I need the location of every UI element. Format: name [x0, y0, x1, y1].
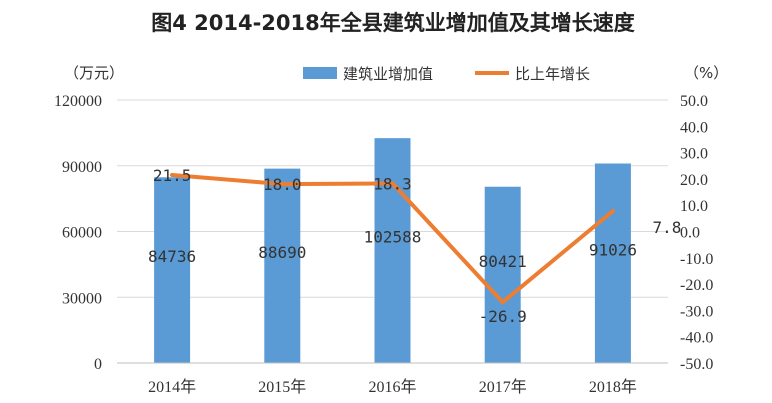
left-axis: 0 30000 60000 90000 120000 — [54, 93, 102, 373]
right-tick-label: -50.0 — [680, 356, 713, 373]
right-tick-label: 10.0 — [680, 198, 708, 215]
right-tick-label: -20.0 — [680, 277, 713, 294]
right-tick-label: -40.0 — [680, 330, 713, 347]
bar — [594, 163, 631, 363]
line-value-label: 18.0 — [263, 175, 302, 194]
right-tick-label: 20.0 — [680, 172, 708, 189]
bar — [154, 177, 191, 363]
line-value-label: -26.9 — [479, 307, 527, 326]
bar — [264, 168, 301, 363]
bar — [374, 138, 411, 363]
data-labels: 84736 88690 102588 80421 91026 21.5 18.0 18.3 -2… — [148, 166, 681, 326]
bar-value-label: 80421 — [479, 252, 527, 271]
x-tick-label: 2016年 — [368, 378, 416, 396]
right-tick-label: 40.0 — [680, 119, 708, 136]
line-point — [610, 208, 615, 213]
left-tick-label: 60000 — [62, 225, 102, 242]
bar-series — [154, 138, 631, 363]
left-tick-label: 30000 — [62, 290, 102, 307]
left-tick-label: 120000 — [54, 93, 102, 110]
right-axis-unit: （%） — [684, 64, 728, 82]
left-axis-unit: （万元） — [64, 64, 124, 82]
bar-value-label: 84736 — [148, 247, 196, 266]
line-point — [280, 182, 285, 187]
x-tick-label: 2014年 — [148, 378, 196, 396]
bar-value-label: 88690 — [258, 243, 306, 262]
line-point — [170, 172, 175, 177]
legend-line-label: 比上年增长 — [515, 65, 590, 83]
x-tick-label: 2018年 — [589, 378, 637, 396]
bar — [484, 186, 521, 363]
right-tick-label: 50.0 — [680, 93, 708, 110]
left-tick-label: 90000 — [62, 159, 102, 176]
line-value-label: 21.5 — [153, 166, 192, 185]
line-point — [500, 300, 505, 305]
right-tick-label: 30.0 — [680, 146, 708, 163]
right-tick-label: -30.0 — [680, 303, 713, 320]
line-value-label: 7.8 — [652, 218, 681, 237]
chart-title: 图4 2014-2018年全县建筑业增加值及其增长速度 — [151, 11, 635, 35]
line-value-label: 18.3 — [373, 174, 412, 193]
right-axis: -50.0 -40.0 -30.0 -20.0 -10.0 0.0 10.0 20.0 30.0… — [680, 93, 713, 373]
line-series — [170, 172, 615, 305]
x-axis: 2014年 2015年 2016年 2017年 2018年 — [117, 362, 668, 396]
line-point — [390, 181, 395, 186]
right-tick-label: 0.0 — [680, 225, 700, 242]
bar-value-label: 102588 — [364, 228, 422, 247]
legend: 建筑业增加值 比上年增长 — [303, 65, 590, 83]
right-tick-label: -10.0 — [680, 251, 713, 268]
x-tick-label: 2017年 — [479, 378, 527, 396]
bar-value-label: 91026 — [589, 240, 637, 259]
x-tick-label: 2015年 — [258, 378, 306, 396]
legend-bar-swatch — [303, 67, 337, 79]
legend-bar-label: 建筑业增加值 — [343, 65, 433, 83]
left-tick-label: 0 — [94, 356, 102, 373]
